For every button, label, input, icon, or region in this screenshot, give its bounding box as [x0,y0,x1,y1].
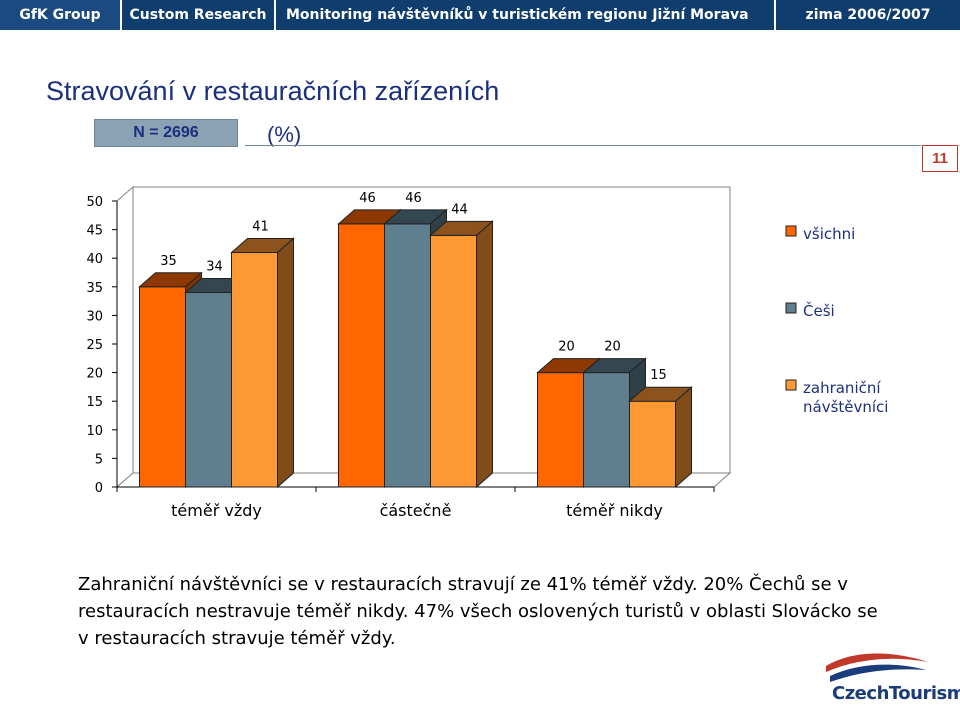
y-tick-label: 30 [86,309,103,324]
y-tick-label: 15 [86,395,103,410]
bar-value-label: 15 [650,368,667,383]
header-project: Monitoring návštěvníků v turistickém reg… [276,0,774,30]
bar-chart: 0 5 10 15 20 25 30 35 40 45 50 téměř vždy částečně té… [86,185,888,520]
header-division-label: Custom Research [129,7,267,23]
header-season: zima 2006/2007 [776,0,960,30]
y-tick-label: 40 [86,252,103,267]
bar-value-label: 41 [252,219,269,234]
czechtourism-logo-text: CzechTourism [832,683,960,704]
y-tick-label: 20 [86,367,103,382]
bar-side [675,386,692,489]
bar-value-label: 35 [160,254,177,269]
y-tick-label: 45 [86,224,103,239]
x-category-label: částečně [380,501,452,520]
legend-swatch [785,302,797,314]
sample-size-badge: N = 2696 [94,119,238,147]
bar [583,372,630,488]
header-company: GfK Group [0,0,120,30]
y-tick-label: 50 [86,195,103,210]
bar-value-label: 46 [359,191,376,206]
bar [430,234,477,488]
bar [231,251,278,488]
x-category-label: téměř nikdy [566,501,663,520]
header-project-label: Monitoring návštěvníků v turistickém reg… [286,7,749,23]
header-company-label: GfK Group [19,7,101,23]
y-tick-label: 0 [95,481,103,496]
czechtourism-logo-swoosh [826,653,928,682]
slide-title: Stravování v restauračních zařízeních [46,76,500,106]
bar-value-label: 20 [558,340,575,355]
summary-text: Zahraniční návštěvníci se v restauracích… [78,574,878,649]
legend-label: Češi [803,301,835,320]
title-divider [245,145,921,146]
chart-side-wall [116,185,134,489]
header-division: Custom Research [122,0,274,30]
y-tick-label: 5 [95,452,103,467]
header-season-label: zima 2006/2007 [805,7,931,23]
y-tick-label: 10 [86,424,103,439]
x-category-label: téměř vždy [171,501,262,520]
legend-label: všichni [803,225,855,243]
sample-size-label: N = 2696 [133,124,199,141]
legend-swatch [785,225,797,237]
bar-side [476,220,493,489]
y-tick-label: 25 [86,338,103,353]
legend-label: zahraniční [803,379,881,397]
chart-bars: 35 34 41 46 46 44 20 20 15 [138,191,693,489]
page-number: 11 [922,145,958,172]
legend-label: návštěvníci [803,398,888,416]
bar-value-label: 46 [405,191,422,206]
bar [338,223,385,488]
bar [537,372,584,488]
bar-value-label: 34 [206,260,223,275]
bar-value-label: 20 [604,340,621,355]
bar [384,223,431,488]
legend-swatch [785,379,797,391]
bar [185,292,232,488]
bar [139,286,186,488]
unit-label: (%) [267,122,302,147]
bar [629,400,676,488]
bar-side [277,237,294,489]
bar-value-label: 44 [451,202,468,217]
y-tick-label: 35 [86,281,103,296]
